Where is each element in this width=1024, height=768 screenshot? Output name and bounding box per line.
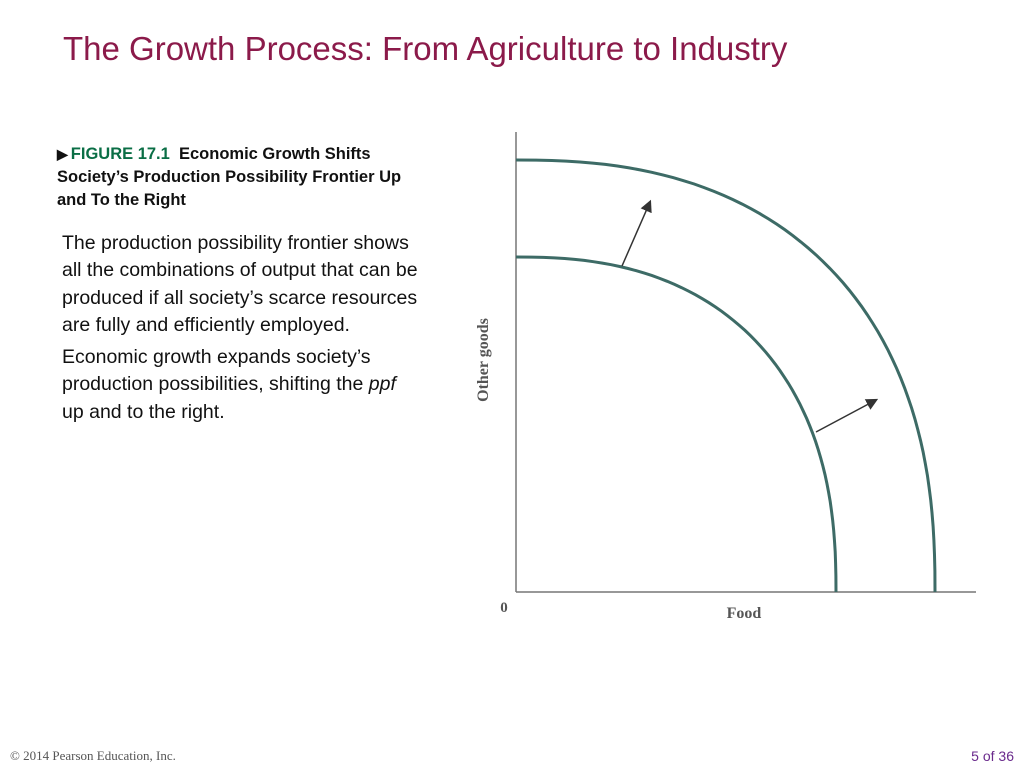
paragraph-2-start: Economic growth expands society’s produc… [62, 346, 371, 396]
paragraph-2-end: up and to the right. [62, 400, 225, 423]
ppf-term: ppf [368, 373, 396, 396]
page-indicator: 5 of 36 [971, 748, 1014, 764]
figure-caption: ▶ FIGURE 17.1 Economic Growth Shifts Soci… [57, 143, 429, 212]
x-axis-label: Food [727, 605, 762, 622]
copyright-notice: © 2014 Pearson Education, Inc. [10, 748, 176, 763]
play-triangle-icon: ▶ [57, 146, 68, 162]
figure-caption-text: Economic Growth Shifts Society’s Product… [57, 145, 402, 209]
paragraph-2: Economic growth expands society’s produc… [62, 344, 422, 426]
body-text: The production possibility frontier show… [62, 230, 422, 431]
shift-arrow-lower [815, 398, 879, 433]
origin-label: 0 [500, 600, 508, 616]
ppf-curve-expanded [515, 158, 937, 593]
ppf-chart: Other goods Food 0 [475, 132, 976, 622]
ppf-curve-original [515, 255, 838, 593]
paragraph-1: The production possibility frontier show… [62, 232, 418, 336]
figure-label: FIGURE 17.1 [70, 145, 170, 163]
shift-arrow-upper [621, 199, 652, 267]
slide-title: The Growth Process: From Agriculture to … [63, 30, 788, 67]
y-axis-label: Other goods [475, 318, 492, 402]
